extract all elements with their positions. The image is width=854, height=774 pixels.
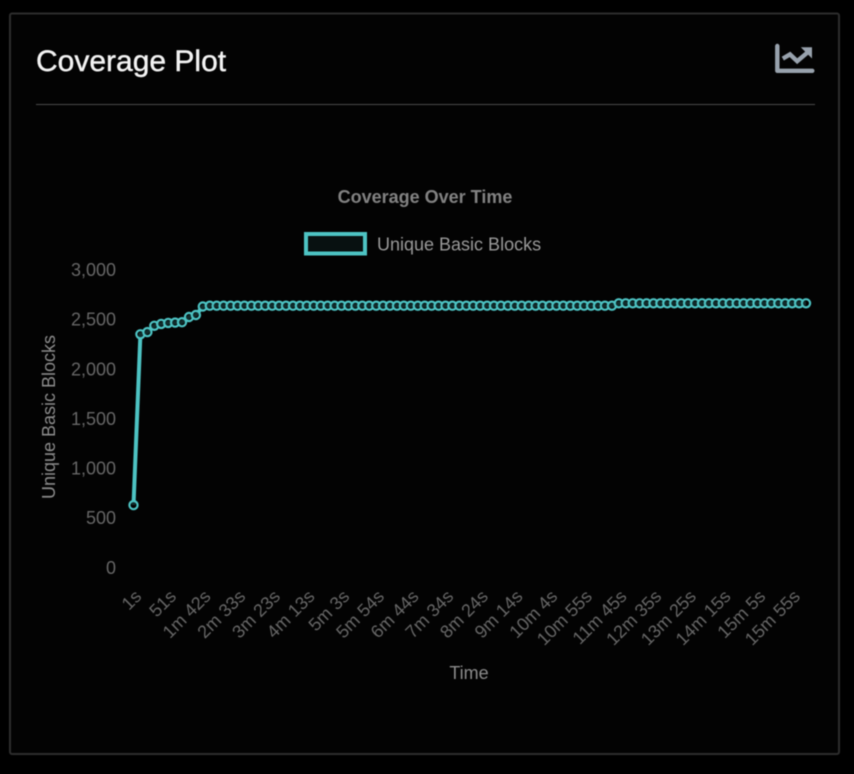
svg-text:Unique Basic Blocks: Unique Basic Blocks: [39, 335, 59, 499]
svg-text:Coverage Plot: Coverage Plot: [36, 45, 227, 78]
svg-text:2,500: 2,500: [71, 310, 116, 330]
svg-text:Coverage Over Time: Coverage Over Time: [338, 187, 513, 207]
svg-text:0: 0: [106, 558, 116, 578]
svg-text:2,000: 2,000: [71, 359, 116, 379]
svg-text:1,000: 1,000: [71, 459, 116, 479]
svg-text:Unique Basic Blocks: Unique Basic Blocks: [377, 235, 541, 255]
svg-text:3,000: 3,000: [71, 260, 116, 280]
svg-text:1,500: 1,500: [71, 409, 116, 429]
svg-text:Time: Time: [449, 663, 488, 683]
svg-text:500: 500: [86, 508, 116, 528]
